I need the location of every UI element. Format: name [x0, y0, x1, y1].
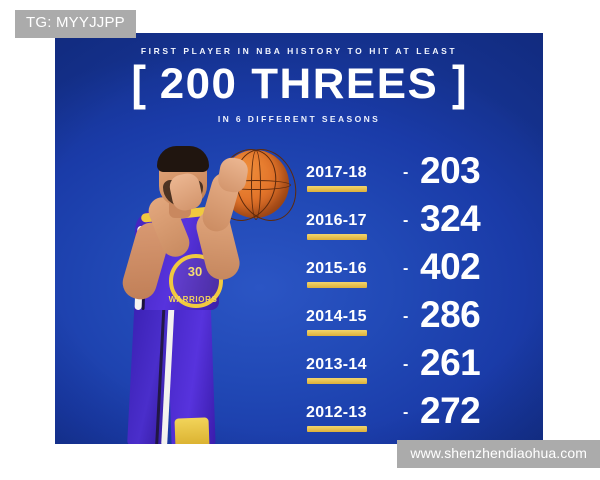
header-subkicker: IN 6 DIFFERENT SEASONS [217, 113, 381, 124]
stat-threes-value: 261 [420, 342, 481, 383]
stat-season-label: 2013-14 [306, 356, 367, 373]
stat-row: 2017-18 - 203 [298, 152, 543, 207]
stat-threes-value: 272 [420, 390, 481, 431]
stat-season-label: 2014-15 [306, 308, 367, 325]
stat-separator: - [403, 308, 409, 325]
jersey-number: 30 [187, 264, 203, 279]
bracket-right-glyph: ] [452, 56, 467, 111]
infographic-header: FIRST PLAYER IN NBA HISTORY TO HIT AT LE… [55, 47, 543, 123]
player-photo: 30 WARRIORS [83, 118, 307, 444]
header-kicker: FIRST PLAYER IN NBA HISTORY TO HIT AT LE… [140, 46, 458, 56]
page-title: [ 200 THREES ] [55, 56, 543, 111]
stat-underline-bar [307, 234, 367, 240]
stat-season-label: 2017-18 [306, 164, 367, 181]
stat-threes-value: 203 [420, 150, 481, 191]
stat-season-label: 2015-16 [306, 260, 367, 277]
season-stats-list: 2017-18 - 203 2016-17 - 324 2015-16 - 40… [298, 152, 543, 444]
stat-underline-bar [307, 186, 367, 192]
stat-separator: - [403, 356, 409, 373]
jersey-wordmark: WARRIORS [168, 295, 218, 304]
stat-row: 2014-15 - 286 [298, 296, 543, 351]
player-hair [157, 146, 209, 172]
bracket-left-glyph: [ [131, 56, 146, 111]
stat-row: 2013-14 - 261 [298, 344, 543, 399]
stat-separator: - [403, 164, 409, 181]
stat-row: 2015-16 - 402 [298, 248, 543, 303]
stat-separator: - [403, 404, 409, 421]
infographic-panel: FIRST PLAYER IN NBA HISTORY TO HIT AT LE… [55, 33, 543, 444]
shorts-gold-panel [174, 417, 210, 444]
watermark-top-left: TG: MYYJJPP [15, 10, 136, 38]
stat-row: 2016-17 - 324 [298, 200, 543, 255]
stat-separator: - [403, 260, 409, 277]
stat-season-label: 2012-13 [306, 404, 367, 421]
stat-underline-bar [307, 282, 367, 288]
stat-separator: - [403, 212, 409, 229]
stat-season-label: 2016-17 [306, 212, 367, 229]
headline-text: 200 THREES [159, 59, 439, 108]
stat-row: 2012-13 - 272 [298, 392, 543, 444]
stat-underline-bar [307, 330, 367, 336]
stat-underline-bar [307, 378, 367, 384]
stat-underline-bar [307, 426, 367, 432]
watermark-bottom-right: www.shenzhendiaohua.com [397, 439, 600, 468]
stat-threes-value: 402 [420, 246, 481, 287]
stat-threes-value: 324 [420, 198, 481, 239]
stat-threes-value: 286 [420, 294, 481, 335]
